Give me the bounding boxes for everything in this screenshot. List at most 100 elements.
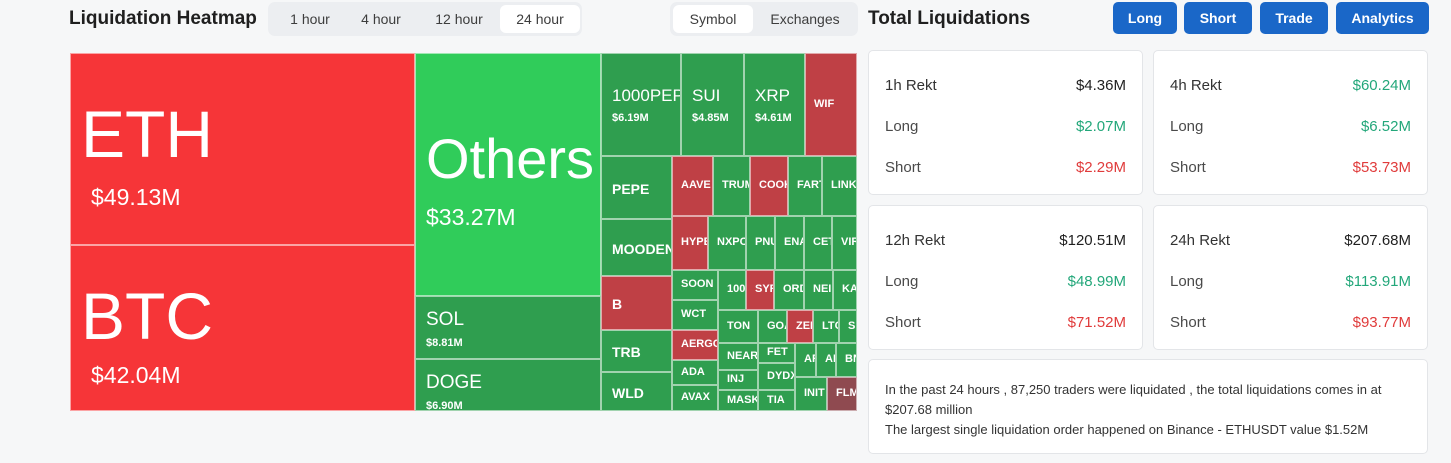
- heatmap-cell-fet[interactable]: FET: [758, 343, 795, 363]
- heatmap-cell-flm[interactable]: FLM: [827, 377, 857, 411]
- heatmap-cell-near[interactable]: NEAR: [718, 343, 758, 370]
- rekt-row-label: 24h Rekt: [1170, 231, 1231, 249]
- heatmap-cell-symbol: BNB: [845, 353, 856, 365]
- trade-button[interactable]: Trade: [1260, 2, 1328, 34]
- heatmap-cell-trb[interactable]: TRB: [601, 330, 672, 372]
- heatmap-cell-symbol: BTC: [81, 279, 213, 353]
- heatmap-cell-soon[interactable]: SOON: [672, 270, 718, 300]
- rekt-row-amount: $120.51M: [1059, 231, 1126, 249]
- heatmap-cell-doge[interactable]: DOGE $6.90M: [415, 359, 601, 411]
- heatmap-cell-symbol: VIRTUAL: [841, 236, 856, 248]
- heatmap-cell-symbol: WCT: [681, 308, 707, 320]
- heatmap-cell-ton[interactable]: TON: [718, 310, 758, 343]
- heatmap-cell-neiro[interactable]: NEIRO: [804, 270, 833, 310]
- heatmap-cell-symbol: SUI: [692, 86, 721, 105]
- heatmap-cell-apt[interactable]: APT: [816, 343, 836, 377]
- heatmap-cell-bnb[interactable]: BNB: [836, 343, 857, 377]
- rekt-row-short: Short $93.77M: [1170, 312, 1411, 332]
- rekt-row-amount: $6.52M: [1360, 117, 1411, 135]
- rekt-row-amount: $60.24M: [1352, 76, 1411, 94]
- heatmap-cell-zerebro[interactable]: ZEREBRO: [787, 310, 813, 343]
- heatmap-cell-trump[interactable]: TRUMP: [713, 156, 750, 216]
- heatmap-cell-dydx[interactable]: DYDX: [758, 363, 795, 390]
- rekt-card-24h: 24h Rekt $207.68M Long $113.91M Short $93.77M: [1153, 205, 1428, 350]
- heatmap-cell-symbol: DOGE: [426, 372, 482, 393]
- heatmap-cell-value: $6.90M: [426, 400, 463, 411]
- rekt-row-amount: $2.07M: [1075, 117, 1126, 135]
- rekt-card-1h: 1h Rekt $4.36M Long $2.07M Short $2.29M: [868, 50, 1143, 195]
- heatmap-cell-fartcoin[interactable]: FARTCOIN: [788, 156, 822, 216]
- heatmap-cell-cookie[interactable]: COOKIE: [750, 156, 788, 216]
- heatmap-cell-cetus[interactable]: CETUS: [804, 216, 832, 270]
- heatmap-cell-init[interactable]: INIT: [795, 377, 827, 411]
- heatmap-cell-symbol: TIA: [767, 394, 785, 406]
- heatmap-cell-tia[interactable]: TIA: [758, 390, 795, 411]
- heatmap-cell-pepe[interactable]: PEPE: [601, 156, 672, 219]
- heatmap-cell-eth[interactable]: ETH $49.13M: [70, 53, 415, 245]
- rekt-row-amount: $2.29M: [1075, 158, 1126, 176]
- heatmap-cell-1000[interactable]: 1000: [718, 270, 746, 310]
- tab-exchanges[interactable]: Exchanges: [770, 11, 840, 27]
- rekt-row-amount: $93.77M: [1352, 313, 1411, 331]
- heatmap-cell-ltc[interactable]: LTC: [813, 310, 839, 343]
- heatmap-cell-symbol: INIT: [804, 387, 825, 399]
- heatmap-cell-hype[interactable]: HYPE: [672, 216, 708, 270]
- heatmap-cell-aave[interactable]: AAVE: [672, 156, 713, 216]
- tab-24-hour[interactable]: 24 hour: [500, 5, 580, 33]
- analytics-button[interactable]: Analytics: [1336, 2, 1429, 34]
- heatmap-cell-symbol: TON: [727, 320, 751, 332]
- long-button[interactable]: Long: [1113, 2, 1177, 34]
- heatmap-cell-goat[interactable]: GOAT: [758, 310, 787, 343]
- tab-1-hour[interactable]: 1 hour: [290, 11, 330, 27]
- rekt-row-label: Long: [1170, 117, 1204, 135]
- heatmap-cell-ena[interactable]: ENA: [775, 216, 804, 270]
- heatmap-cell-pnut[interactable]: PNUT: [746, 216, 775, 270]
- heatmap-cell-inj[interactable]: INJ: [718, 370, 758, 390]
- heatmap-cell-ada[interactable]: ADA: [672, 360, 718, 385]
- tab-symbol[interactable]: Symbol: [673, 5, 753, 33]
- heatmap-cell-link[interactable]: LINK: [822, 156, 857, 216]
- heatmap-cell-wct[interactable]: WCT: [672, 300, 718, 330]
- heatmap-cell-arb[interactable]: ARB: [795, 343, 816, 377]
- view-toggle: Symbol Exchanges: [670, 2, 858, 36]
- heatmap-cell-nxpc[interactable]: NXPC: [708, 216, 746, 270]
- heatmap-cell-mask[interactable]: MASK: [718, 390, 758, 411]
- heatmap-cell-wld[interactable]: WLD: [601, 372, 672, 411]
- rekt-row-label: Short: [885, 313, 921, 331]
- total-liquidations-title: Total Liquidations: [868, 8, 1031, 29]
- heatmap-cell-symbol: NEAR: [727, 350, 758, 362]
- heatmap-cell-virtual[interactable]: VIRTUAL: [832, 216, 857, 270]
- heatmap-cell-ordi[interactable]: ORDI: [774, 270, 804, 310]
- rekt-row-label: 1h Rekt: [885, 76, 937, 94]
- heatmap-cell-symbol: ARB: [804, 353, 815, 365]
- heatmap-cell-shib[interactable]: SHIB: [839, 310, 857, 343]
- tab-4-hour[interactable]: 4 hour: [361, 11, 401, 27]
- rekt-row-long: Long $48.99M: [885, 271, 1126, 291]
- heatmap-cell-others[interactable]: Others $33.27M: [415, 53, 601, 296]
- heatmap-cell-sui[interactable]: SUI $4.85M: [681, 53, 744, 156]
- heatmap-cell-b[interactable]: B: [601, 276, 672, 330]
- heatmap-cell-aergo[interactable]: AERGO: [672, 330, 718, 360]
- short-button[interactable]: Short: [1184, 2, 1252, 34]
- heatmap-cell-1000pepe[interactable]: 1000PEPE $6.19M: [601, 53, 681, 156]
- tab-12-hour[interactable]: 12 hour: [435, 11, 483, 27]
- heatmap-cell-value: $8.81M: [426, 337, 463, 349]
- heatmap-cell-symbol: XRP: [755, 86, 790, 105]
- heatmap-cell-symbol: COOKIE: [759, 179, 787, 191]
- heatmap-cell-moodeng[interactable]: MOODENG: [601, 219, 672, 276]
- heatmap-title: Liquidation Heatmap: [69, 8, 257, 29]
- heatmap-cell-symbol: FLM: [836, 387, 857, 399]
- heatmap-cell-symbol: 1000: [727, 283, 746, 295]
- rekt-row-amount: $4.36M: [1075, 76, 1126, 94]
- heatmap-cell-syrup[interactable]: SYRUP: [746, 270, 774, 310]
- heatmap-cell-symbol: NXPC: [717, 236, 746, 248]
- heatmap-cell-btc[interactable]: BTC $42.04M: [70, 245, 415, 411]
- heatmap-cell-symbol: WLD: [612, 385, 644, 401]
- heatmap-cell-sol[interactable]: SOL $8.81M: [415, 296, 601, 359]
- heatmap-cell-symbol: APT: [825, 353, 835, 365]
- heatmap-cell-wif[interactable]: WIF: [805, 53, 857, 156]
- rekt-row-label: 4h Rekt: [1170, 76, 1222, 94]
- heatmap-cell-kaito[interactable]: KAITO: [833, 270, 857, 310]
- heatmap-cell-avax[interactable]: AVAX: [672, 385, 718, 411]
- heatmap-cell-xrp[interactable]: XRP $4.61M: [744, 53, 805, 156]
